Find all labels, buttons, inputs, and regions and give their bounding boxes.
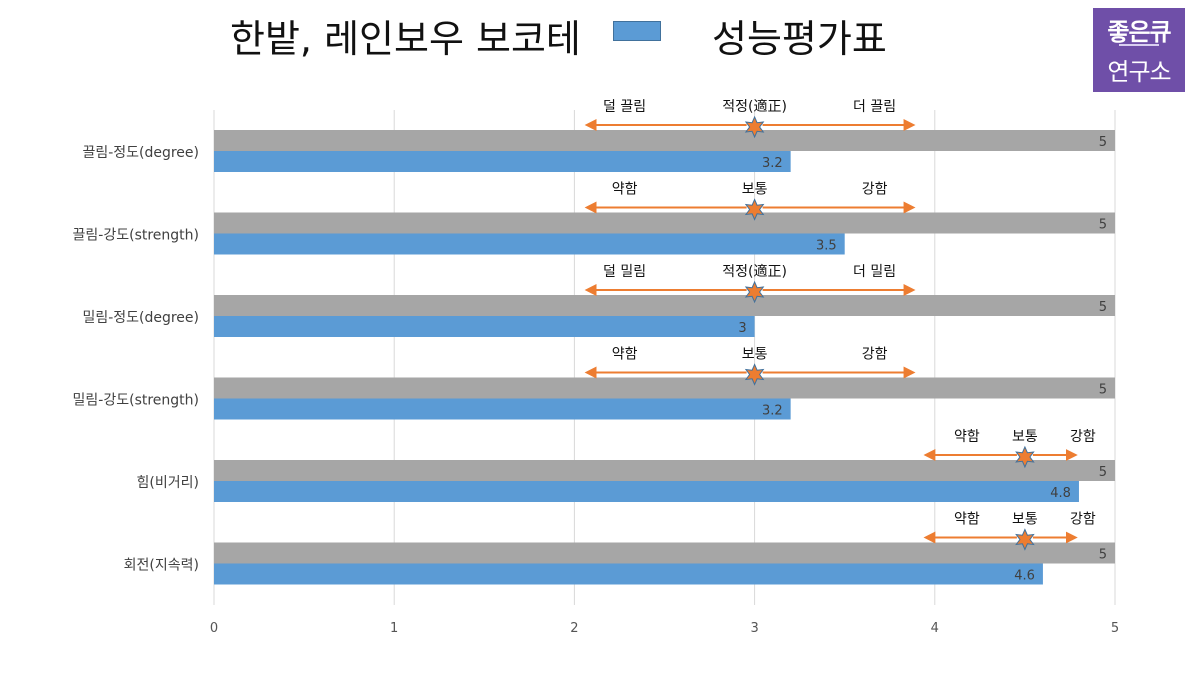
max-bar-label: 5 xyxy=(1099,383,1107,398)
category-label: 끌림-정도(degree) xyxy=(82,145,199,161)
legend-swatch xyxy=(613,21,661,41)
max-bar-label: 5 xyxy=(1099,300,1107,315)
annotation-center-label: 보통 xyxy=(742,182,768,198)
star-marker xyxy=(744,363,765,386)
value-bar-label: 3.2 xyxy=(762,156,783,171)
x-tick-label: 0 xyxy=(210,621,218,636)
max-bar-label: 5 xyxy=(1099,218,1107,233)
star-marker xyxy=(1015,445,1035,469)
annotation-left-label: 약함 xyxy=(954,512,980,528)
category-label: 밀림-정도(degree) xyxy=(82,310,199,326)
annotation-right-label: 강함 xyxy=(1070,512,1096,528)
logo-divider xyxy=(1119,44,1159,46)
annotation-right-label: 강함 xyxy=(862,182,888,198)
x-tick-label: 2 xyxy=(570,621,578,636)
max-bar xyxy=(214,212,1115,234)
annotation-right-label: 강함 xyxy=(862,347,888,363)
category-label: 끌림-강도(strength) xyxy=(73,228,199,244)
star-marker xyxy=(1015,528,1035,551)
annotation-right-label: 더 끌림 xyxy=(853,99,896,115)
annotation-center-label: 보통 xyxy=(1012,512,1038,528)
annotation-center-label: 보통 xyxy=(742,347,768,363)
max-bar xyxy=(214,542,1115,564)
chart-title: 한밭, 레인보우 보코테 xyxy=(230,17,581,61)
logo-line-1: 좋은큐 xyxy=(1107,18,1171,46)
max-bar-label: 5 xyxy=(1099,548,1107,563)
value-bar-label: 3.5 xyxy=(816,239,837,254)
annotation-left-label: 약함 xyxy=(612,347,638,363)
value-bar xyxy=(214,151,791,172)
annotation-left-label: 약함 xyxy=(954,429,980,445)
value-bar xyxy=(214,563,1043,585)
value-bar-label: 4.6 xyxy=(1014,569,1035,584)
star-marker xyxy=(744,280,765,304)
x-tick-label: 1 xyxy=(390,621,398,636)
value-bar-label: 3 xyxy=(738,321,746,336)
logo-line-2: 연구소 xyxy=(1107,58,1171,86)
max-bar xyxy=(214,460,1115,481)
annotation-right-label: 더 밀림 xyxy=(853,264,896,280)
annotation-left-label: 덜 끌림 xyxy=(603,99,646,115)
category-label: 밀림-강도(strength) xyxy=(73,393,199,409)
max-bar xyxy=(214,377,1115,399)
value-bar xyxy=(214,233,845,255)
annotation-center-label: 적정(適正) xyxy=(722,98,787,115)
max-bar xyxy=(214,295,1115,316)
x-tick-label: 3 xyxy=(750,621,758,636)
x-tick-label: 5 xyxy=(1111,621,1119,636)
category-label: 회전(지속력) xyxy=(124,558,199,574)
annotation-center-label: 보통 xyxy=(1012,429,1038,445)
annotation-left-label: 약함 xyxy=(612,182,638,198)
value-bar xyxy=(214,398,791,420)
max-bar xyxy=(214,130,1115,151)
star-marker xyxy=(744,198,765,221)
brand-logo: 좋은큐 연구소 xyxy=(1093,8,1185,92)
category-label: 힘(비거리) xyxy=(137,475,199,491)
value-bar xyxy=(214,481,1079,502)
annotation-center-label: 적정(適正) xyxy=(722,263,787,280)
x-tick-label: 4 xyxy=(931,621,939,636)
annotation-left-label: 덜 밀림 xyxy=(603,264,646,280)
max-bar-label: 5 xyxy=(1099,465,1107,480)
value-bar-label: 4.8 xyxy=(1050,486,1071,501)
annotation-right-label: 강함 xyxy=(1070,429,1096,445)
max-bar-label: 5 xyxy=(1099,135,1107,150)
legend-label: 성능평가표 xyxy=(712,17,887,61)
value-bar xyxy=(214,316,755,337)
star-marker xyxy=(744,115,765,139)
value-bar-label: 3.2 xyxy=(762,404,783,419)
